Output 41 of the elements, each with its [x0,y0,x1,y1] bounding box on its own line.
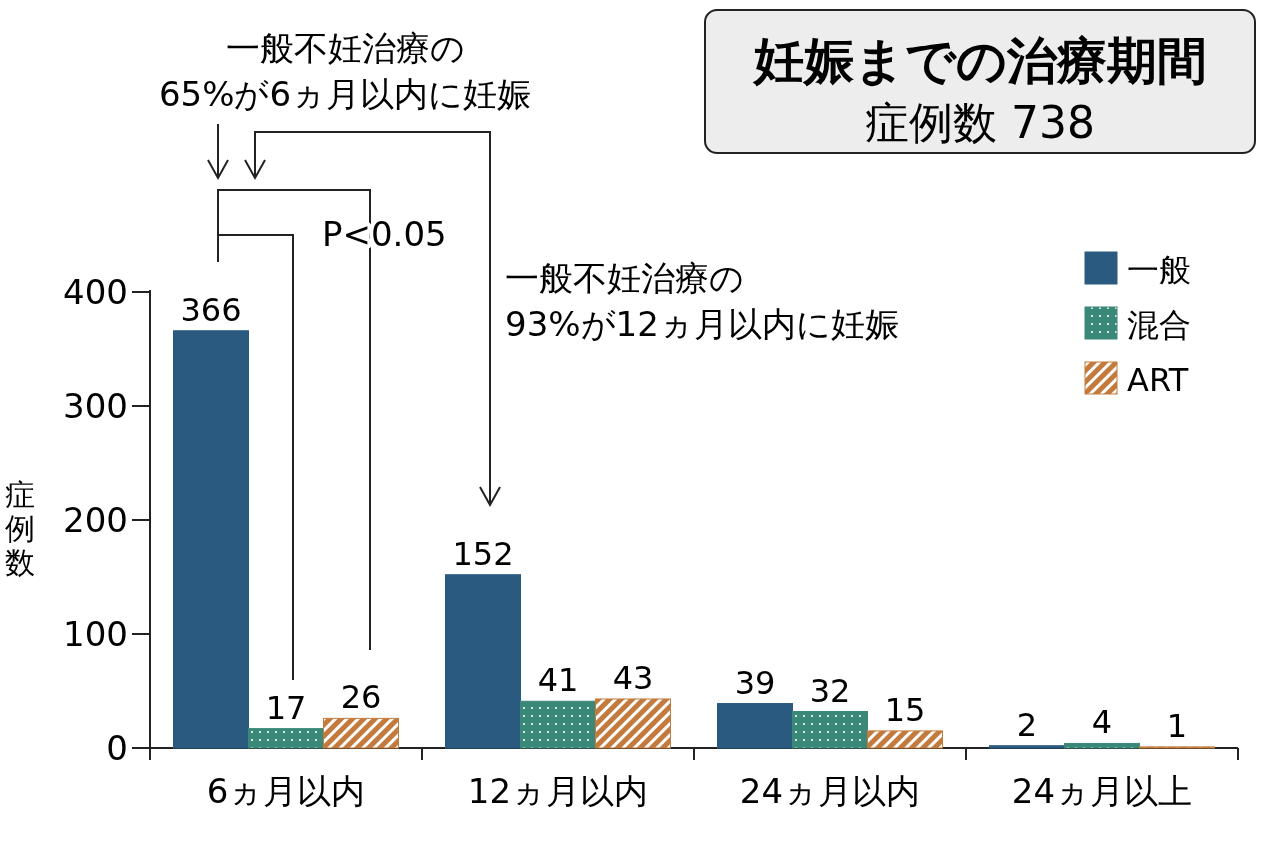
data-label: 43 [612,658,654,697]
bar [445,574,521,749]
bar [173,330,249,749]
bar [867,730,943,749]
bar [595,698,671,749]
y-axis-title: 症例数 [5,477,35,580]
data-label: 15 [884,690,926,729]
y-tick-label: 0 [106,728,128,768]
chart-subtitle: 症例数 738 [865,97,1095,148]
x-tick-label: 6ヵ月以内 [206,771,366,811]
y-tick-label: 100 [63,614,128,654]
chart-title: 妊娠までの治療期間 [751,32,1207,90]
data-label: 4 [1091,703,1113,742]
x-tick-label: 24ヵ月以内 [739,771,921,811]
data-label: 366 [180,290,242,329]
bar [1064,742,1140,749]
bar [717,703,793,749]
x-tick-label: 12ヵ月以内 [467,771,649,811]
data-label: 2 [1016,705,1038,744]
data-label: 1 [1166,706,1188,745]
y-tick-label: 400 [63,272,128,312]
x-tick-label: 24ヵ月以上 [1011,771,1193,811]
data-label: 39 [734,663,776,702]
title-box: 妊娠までの治療期間 症例数 738 [704,9,1256,154]
bar [248,728,324,749]
bar [792,711,868,749]
legend-label: 一般 [1127,251,1191,289]
data-label: 17 [265,688,307,727]
annotation: 一般不妊治療の 93%が12ヵ月以内に妊娠 [505,258,899,344]
bar [323,717,399,749]
text: 一般不妊治療の 65%が6ヵ月以内に妊娠 [158,28,532,114]
data-label: 26 [340,678,382,717]
data-label: 32 [809,671,851,710]
bar [989,745,1065,749]
legend-label: 混合 [1127,306,1191,344]
y-tick-label: 200 [63,500,128,540]
data-label: 152 [452,534,514,573]
data-label: 41 [537,661,579,700]
y-tick-label: 300 [63,386,128,426]
bar [520,700,596,749]
legend-label: ART [1127,361,1189,399]
